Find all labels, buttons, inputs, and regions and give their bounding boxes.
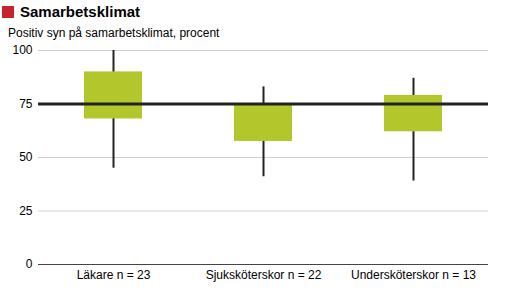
html-text:Positiv syn på samarbetsklimat: Positiv syn på samarbetsklimat, procent [8, 26, 220, 40]
svg-text:50: 50 [19, 150, 33, 164]
svg-text:0: 0 [26, 257, 33, 271]
svg-text:Läkare n = 23: Läkare n = 23 [77, 268, 151, 282]
svg-text:100: 100 [12, 43, 32, 57]
html-text:Samarbetsklimat: Samarbetsklimat [20, 3, 141, 20]
svg-text:25: 25 [19, 204, 33, 218]
svg-text:Sjuksköterskor n = 22: Sjuksköterskor n = 22 [206, 268, 322, 282]
svg-text:75: 75 [19, 97, 33, 111]
svg-text:Undersköterskor n = 13: Undersköterskor n = 13 [351, 268, 476, 282]
